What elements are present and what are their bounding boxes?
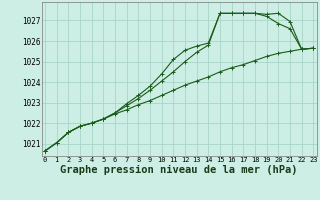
X-axis label: Graphe pression niveau de la mer (hPa): Graphe pression niveau de la mer (hPa) — [60, 165, 298, 175]
